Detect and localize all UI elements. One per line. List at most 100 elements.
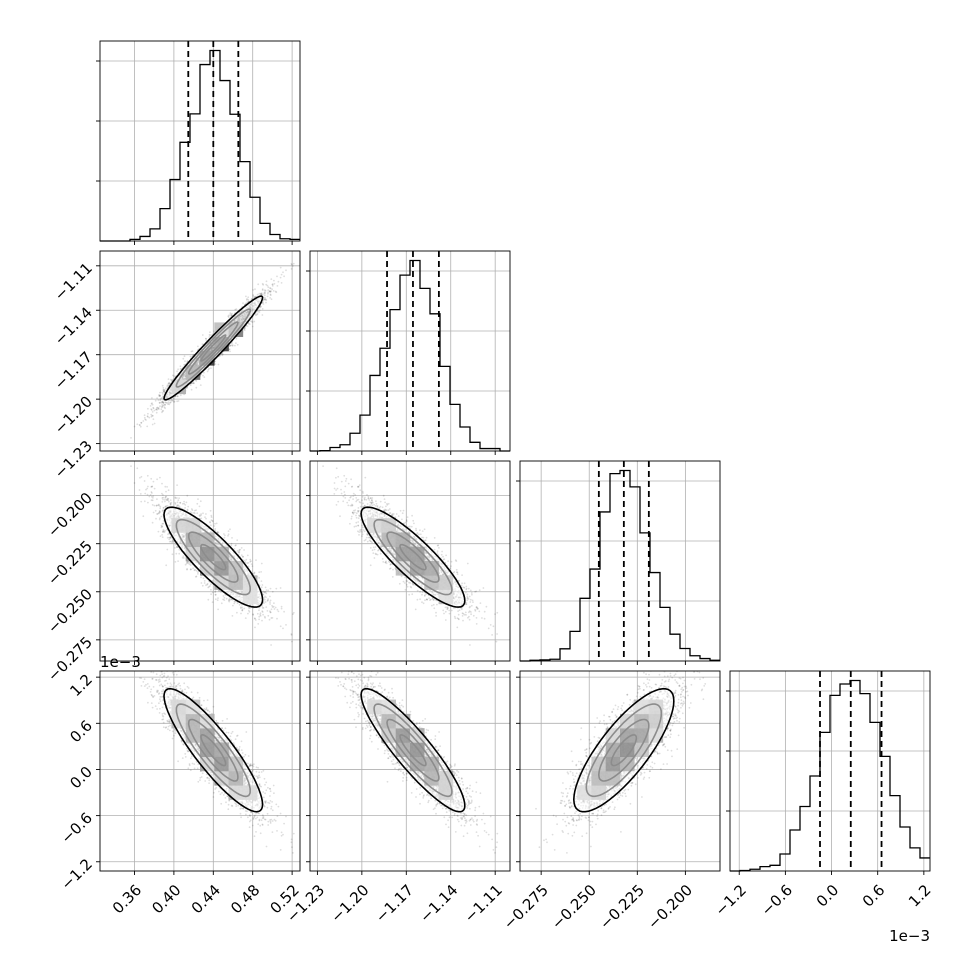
- scatter-point: [168, 540, 171, 543]
- scatter-point: [234, 344, 236, 347]
- scatter-point: [209, 509, 212, 512]
- scatter-point: [276, 275, 278, 278]
- scatter-point: [203, 376, 206, 378]
- scatter-point: [176, 395, 179, 398]
- scatter-point: [223, 533, 225, 535]
- scatter-point: [171, 399, 174, 402]
- scatter-point: [152, 414, 154, 417]
- scatter-point: [279, 276, 282, 279]
- scatter-point: [157, 408, 160, 410]
- scatter-point: [202, 577, 205, 580]
- scatter-point: [142, 420, 145, 422]
- scatter-point: [217, 608, 220, 611]
- scatter-point: [165, 505, 168, 507]
- scatter-point: [224, 593, 227, 596]
- scatter-point: [231, 615, 234, 617]
- scatter-point: [156, 397, 159, 399]
- scatter-point: [165, 495, 168, 498]
- scatter-point: [209, 334, 212, 336]
- scatter-point: [157, 504, 160, 507]
- scatter-point: [220, 602, 223, 605]
- scatter-point: [260, 292, 262, 295]
- scatter-point: [272, 605, 275, 608]
- scatter-point: [161, 534, 164, 536]
- scatter-point: [159, 405, 161, 408]
- scatter-point: [269, 610, 271, 613]
- scatter-point: [197, 498, 199, 500]
- scatter-point: [143, 414, 146, 417]
- scatter-point: [236, 539, 239, 542]
- scatter-point: [265, 283, 268, 286]
- scatter-point: [270, 644, 272, 646]
- scatter-point: [230, 314, 233, 317]
- scatter-point: [223, 599, 226, 601]
- scatter-point: [246, 301, 249, 304]
- scatter-point: [165, 401, 168, 404]
- scatter-point: [267, 599, 269, 602]
- scatter-point: [158, 395, 161, 398]
- scatter-point: [269, 287, 272, 290]
- scatter-point: [270, 298, 273, 301]
- scatter-point: [179, 365, 182, 368]
- scatter-point: [145, 419, 147, 421]
- panel-frame: [519, 460, 721, 662]
- scatter-point: [269, 290, 271, 293]
- scatter-point: [161, 406, 163, 409]
- scatter-point: [271, 283, 274, 286]
- scatter-point: [176, 505, 179, 507]
- scatter-point: [261, 293, 264, 296]
- scatter-point: [149, 405, 152, 407]
- scatter-point: [224, 534, 226, 537]
- scatter-point: [182, 357, 185, 360]
- scatter-point: [161, 400, 164, 403]
- scatter-point: [247, 322, 250, 325]
- scatter-point: [175, 552, 178, 555]
- scatter-point: [236, 343, 239, 346]
- scatter-point: [157, 503, 160, 506]
- scatter-point: [258, 309, 261, 312]
- scatter-point: [161, 410, 164, 412]
- scatter-point: [168, 382, 171, 385]
- scatter-point: [139, 425, 142, 428]
- scatter-point: [244, 302, 247, 305]
- scatter-point: [162, 498, 164, 501]
- scatter-point: [150, 415, 153, 418]
- scatter-point: [157, 530, 160, 533]
- scatter-point: [170, 399, 173, 402]
- scatter-point: [146, 493, 149, 496]
- contour-fill: [164, 296, 263, 400]
- scatter-point: [155, 408, 158, 410]
- scatter-point: [258, 311, 261, 313]
- scatter-point: [254, 288, 256, 291]
- scatter-point: [232, 604, 234, 607]
- scatter-point: [169, 502, 172, 505]
- scatter-point: [144, 492, 147, 495]
- scatter-point: [161, 501, 164, 503]
- scatter-point: [246, 325, 249, 327]
- scatter-point: [161, 525, 164, 528]
- scatter-point: [256, 313, 259, 315]
- scatter-point: [231, 312, 233, 315]
- scatter-panel-2-0: [96, 460, 301, 665]
- scatter-point: [260, 586, 263, 589]
- scatter-point: [197, 345, 199, 348]
- scatter-point: [210, 367, 212, 369]
- scatter-point: [164, 407, 167, 410]
- scatter-point: [261, 314, 264, 316]
- scatter-point: [201, 334, 204, 336]
- scatter-point: [231, 344, 234, 346]
- scatter-point: [157, 407, 160, 410]
- scatter-point: [151, 402, 153, 404]
- scatter-point: [291, 263, 293, 266]
- scatter-point: [140, 421, 143, 424]
- scatter-point: [155, 517, 157, 520]
- panel-frame: [99, 40, 301, 242]
- scatter-point: [260, 580, 263, 582]
- scatter-point: [261, 611, 264, 613]
- scatter-point: [240, 554, 243, 556]
- scatter-point: [159, 391, 161, 394]
- scatter-point: [147, 412, 149, 415]
- scatter-point: [259, 613, 262, 616]
- scatter-point: [208, 585, 211, 588]
